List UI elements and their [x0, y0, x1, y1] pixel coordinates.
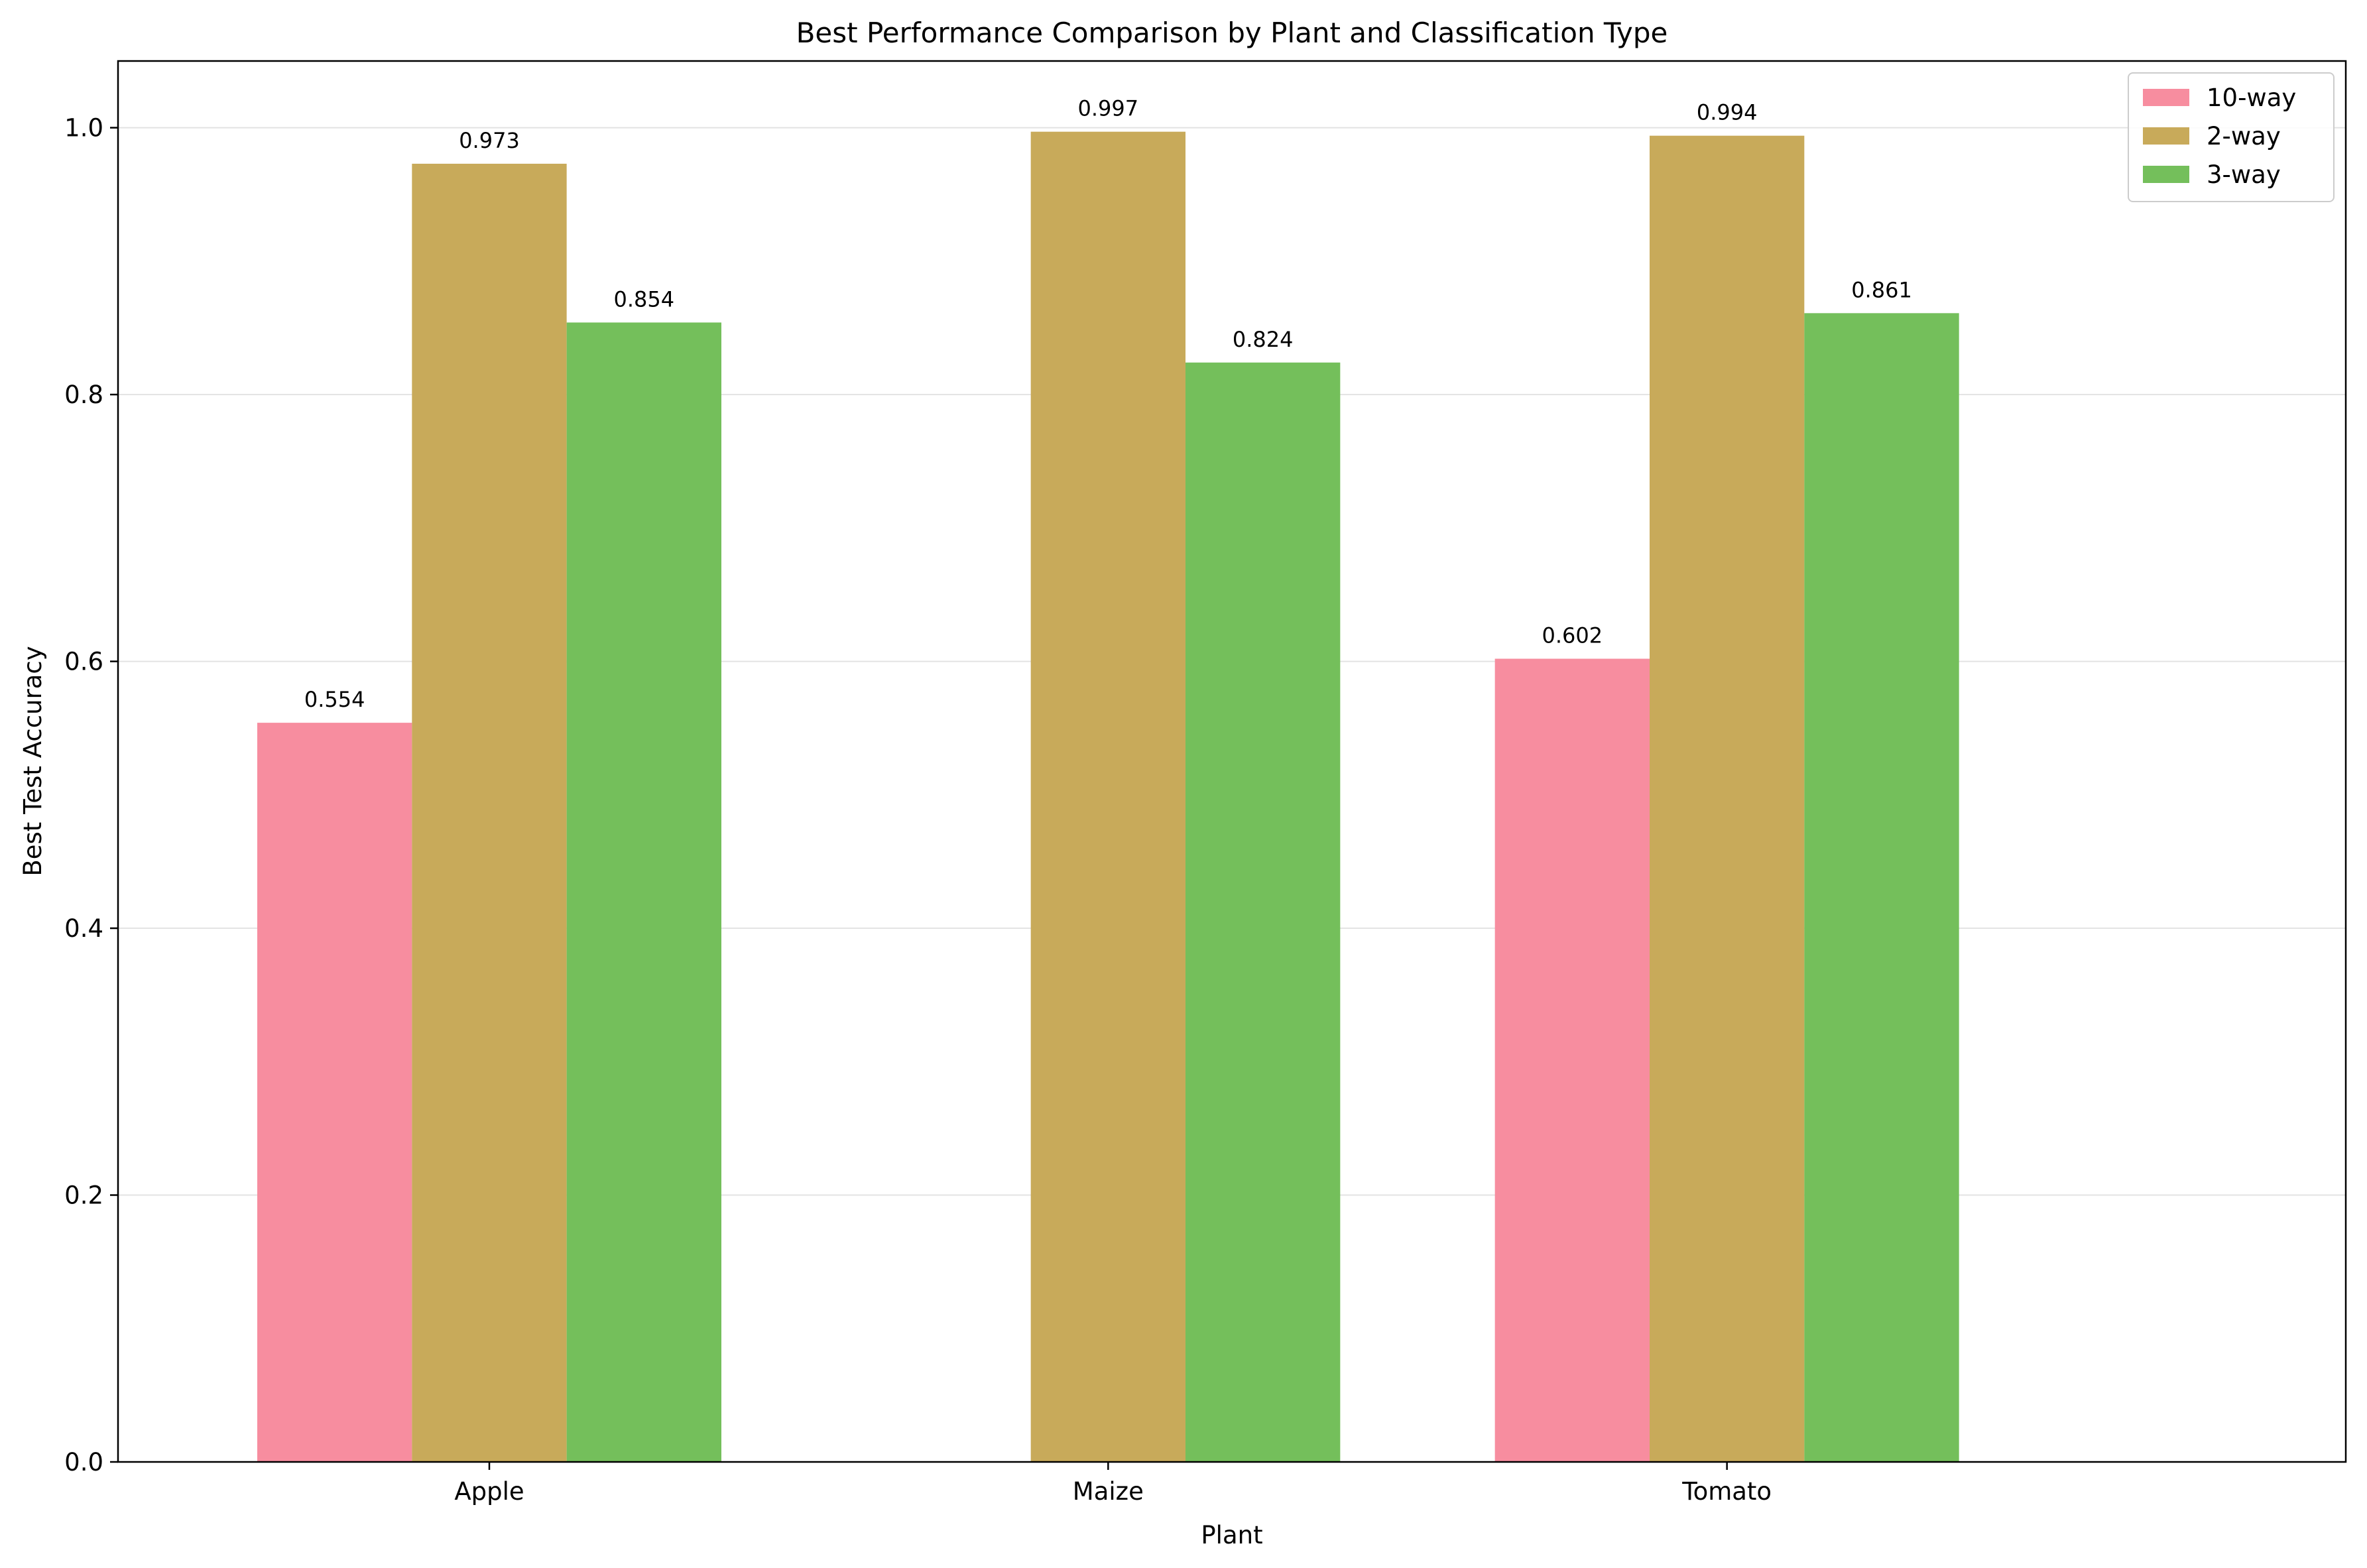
y-tick-label: 0.8: [64, 381, 103, 409]
legend-label: 2-way: [2207, 122, 2281, 151]
bar-2-way-Apple: [412, 163, 567, 1462]
y-tick-label: 0.6: [64, 648, 103, 676]
plot-area-frame: [117, 60, 2347, 1463]
data-label: 0.997: [1078, 96, 1139, 121]
bar-10-way-Apple: [257, 723, 412, 1462]
legend-swatch-2-way: [2143, 127, 2189, 145]
bars: [257, 131, 1959, 1463]
x-tick-label: Tomato: [1681, 1477, 1772, 1506]
legend-label: 10-way: [2207, 84, 2296, 112]
y-axis-ticks: 0.0 0.2 0.4 0.6 0.8 1.0: [64, 114, 118, 1477]
bar-10-way-Tomato: [1494, 658, 1650, 1463]
bar-3-way-Tomato: [1804, 313, 1959, 1463]
data-label: 0.861: [1851, 277, 1912, 302]
x-axis-label: Plant: [1201, 1521, 1262, 1549]
y-tick-label: 0.4: [64, 914, 103, 943]
x-tick-label: Maize: [1073, 1477, 1144, 1506]
y-tick-label: 0.2: [64, 1181, 103, 1210]
data-label: 0.602: [1542, 623, 1603, 648]
x-axis-ticks: Apple Maize Tomato: [454, 1462, 1772, 1506]
chart-title: Best Performance Comparison by Plant and…: [796, 17, 1668, 49]
data-label: 0.824: [1233, 327, 1294, 352]
data-label: 0.554: [304, 687, 365, 712]
bar-3-way-Apple: [566, 322, 721, 1463]
bar-3-way-Maize: [1185, 362, 1341, 1462]
y-tick-label: 1.0: [64, 114, 103, 143]
data-label: 0.973: [459, 128, 520, 153]
data-labels: 0.554 0.602 0.973 0.997 0.994 0.854 0.824 0.861: [304, 96, 1912, 712]
legend-swatch-3-way: [2143, 166, 2189, 183]
data-label: 0.854: [614, 286, 675, 312]
legend-label: 3-way: [2207, 160, 2281, 189]
bar-2-way-Tomato: [1650, 135, 1805, 1462]
legend: 10-way 2-way 3-way: [2128, 72, 2335, 202]
x-tick-label: Apple: [454, 1477, 524, 1506]
bar-2-way-Maize: [1030, 131, 1185, 1462]
y-tick-label: 0.0: [64, 1448, 103, 1477]
y-axis-label: Best Test Accuracy: [19, 646, 47, 876]
legend-swatch-10-way: [2143, 89, 2189, 106]
data-label: 0.994: [1697, 100, 1758, 125]
